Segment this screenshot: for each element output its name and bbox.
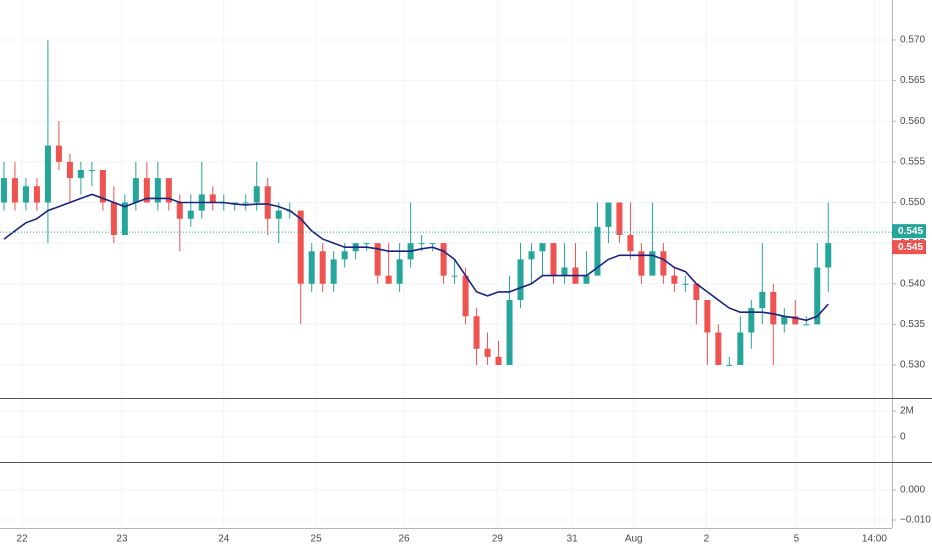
candle-body	[110, 202, 117, 235]
candle-body	[176, 202, 183, 219]
price-label: 0.545	[898, 242, 923, 253]
x-tick-label: 5	[794, 534, 800, 545]
candle-body	[88, 169, 95, 171]
candle-body	[242, 202, 249, 204]
y-tick-label: 0.565	[900, 75, 925, 86]
x-tick-label: 24	[218, 534, 230, 545]
x-tick-label: 31	[567, 534, 579, 545]
y-tick-label: 0.530	[900, 360, 925, 371]
candle-body	[770, 291, 777, 325]
candle-body	[583, 275, 590, 284]
candle-body	[781, 316, 788, 325]
candle-body	[11, 178, 18, 203]
x-tick-label: 25	[311, 534, 323, 545]
y-tick-label: 2M	[900, 406, 914, 417]
candle-body	[693, 283, 700, 301]
candle-body	[308, 251, 315, 284]
candle-body	[0, 178, 7, 203]
candle-body	[121, 202, 128, 235]
candle-body	[264, 186, 271, 219]
candle-body	[253, 186, 260, 203]
y-tick-label: 0.570	[900, 35, 925, 46]
candle-body	[341, 251, 348, 260]
y-tick-label: 0.550	[900, 197, 925, 208]
candle-body	[374, 243, 381, 276]
candle-body	[66, 161, 73, 179]
candle-body	[671, 275, 678, 284]
candle-body	[209, 194, 216, 203]
candle-body	[231, 202, 238, 204]
candle-body	[649, 251, 656, 276]
candle-body	[132, 178, 139, 203]
candle-body	[143, 178, 150, 203]
candle-body	[275, 210, 282, 219]
candle-body	[748, 308, 755, 333]
x-tick-label: 14:00	[862, 534, 887, 545]
candle-body	[726, 365, 733, 367]
y-tick-label: −0.010	[900, 515, 931, 526]
candle-body	[561, 267, 568, 276]
candle-body	[616, 202, 623, 235]
candle-body	[759, 291, 766, 309]
candle-body	[803, 324, 810, 326]
candle-body	[484, 348, 491, 357]
y-tick-label: 0	[900, 432, 906, 443]
candle-body	[737, 332, 744, 366]
x-tick-label: 22	[16, 534, 28, 545]
candle-body	[385, 275, 392, 284]
price-label: 0.545	[898, 226, 923, 237]
candle-body	[99, 169, 106, 203]
candle-body	[440, 243, 447, 276]
candle-body	[792, 316, 799, 325]
candle-body	[297, 210, 304, 284]
y-tick-label: 0.555	[900, 157, 925, 168]
candle-body	[594, 226, 601, 276]
candle-body	[330, 259, 337, 284]
candle-body	[187, 210, 194, 219]
candle-body	[33, 186, 40, 203]
candle-body	[539, 243, 546, 252]
x-tick-label: 23	[116, 534, 128, 545]
candle-body	[814, 267, 821, 325]
y-tick-label: 0.535	[900, 319, 925, 330]
x-tick-label: 2	[703, 534, 709, 545]
candle-body	[396, 259, 403, 284]
candle-body	[682, 283, 689, 285]
candle-body	[451, 275, 458, 277]
price-label-box	[892, 224, 926, 239]
x-tick-label: Aug	[625, 534, 643, 545]
candle-body	[154, 178, 161, 203]
y-tick-label: 0.560	[900, 116, 925, 127]
candle-body	[165, 178, 172, 203]
candle-body	[605, 202, 612, 227]
candle-body	[506, 300, 513, 366]
candle-body	[418, 243, 425, 245]
candle-body	[495, 356, 502, 366]
candle-body	[638, 251, 645, 276]
candle-body	[429, 243, 436, 245]
candle-body	[363, 243, 370, 245]
candle-body	[55, 145, 62, 162]
x-tick-label: 26	[398, 534, 410, 545]
candle-body	[660, 251, 667, 276]
candle-body	[319, 251, 326, 284]
candle-body	[462, 275, 469, 317]
candle-body	[528, 251, 535, 260]
candle-body	[825, 243, 832, 268]
x-tick-label: 29	[492, 534, 504, 545]
moving-average	[3, 193, 829, 322]
candle-body	[22, 186, 29, 203]
candle-body	[517, 259, 524, 301]
candle-body	[473, 316, 480, 349]
candle-body	[715, 332, 722, 366]
candle-body	[627, 234, 634, 252]
candle-body	[704, 300, 711, 333]
candle-body	[44, 145, 51, 203]
y-tick-label: 0.540	[900, 278, 925, 289]
y-tick-label: 0.000	[900, 485, 925, 496]
candle-body	[550, 243, 557, 276]
candle-body	[77, 169, 84, 179]
price-label-box	[892, 240, 926, 255]
